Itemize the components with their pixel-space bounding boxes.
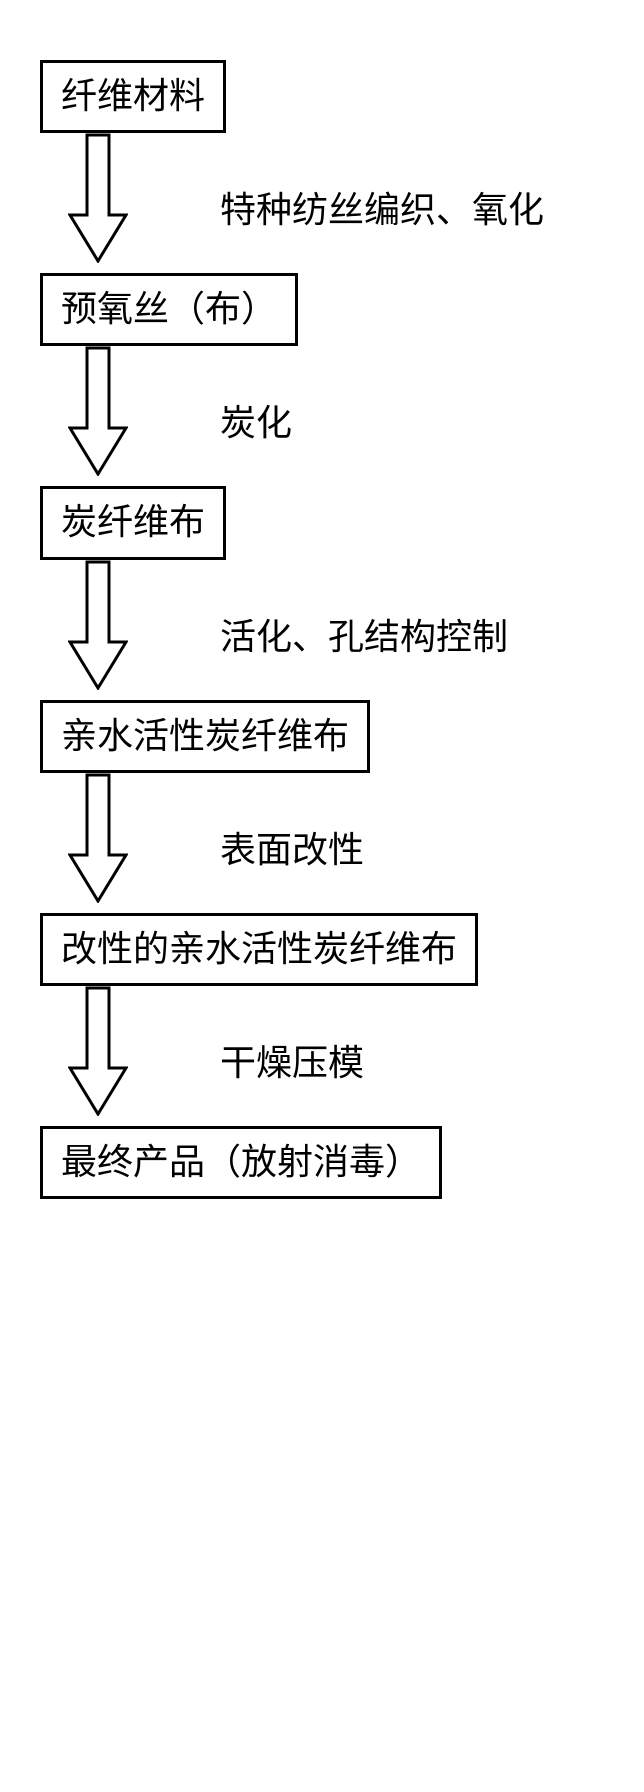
arrow-down-icon	[68, 346, 128, 476]
arrow-down-icon	[68, 133, 128, 263]
flow-edge: 特种纺丝编织、氧化	[40, 133, 600, 273]
flow-edge: 干燥压模	[40, 986, 600, 1126]
flow-edge: 表面改性	[40, 773, 600, 913]
flow-node: 炭纤维布	[40, 486, 226, 559]
edge-label: 活化、孔结构控制	[220, 608, 508, 660]
flow-node: 预氧丝（布）	[40, 273, 298, 346]
flow-edge: 活化、孔结构控制	[40, 560, 600, 700]
arrow-down-icon	[68, 560, 128, 690]
flow-node: 改性的亲水活性炭纤维布	[40, 913, 478, 986]
edge-label: 干燥压模	[220, 1034, 364, 1086]
edge-label: 炭化	[220, 394, 292, 446]
arrow-down-icon	[68, 986, 128, 1116]
edge-label: 特种纺丝编织、氧化	[220, 181, 544, 233]
edge-label: 表面改性	[220, 821, 364, 873]
flow-node: 纤维材料	[40, 60, 226, 133]
flowchart: 纤维材料 特种纺丝编织、氧化 预氧丝（布） 炭化 炭纤维布 活化、孔结构控制 亲…	[40, 60, 600, 1199]
flow-node: 最终产品（放射消毒）	[40, 1126, 442, 1199]
flow-edge: 炭化	[40, 346, 600, 486]
flow-node: 亲水活性炭纤维布	[40, 700, 370, 773]
arrow-down-icon	[68, 773, 128, 903]
